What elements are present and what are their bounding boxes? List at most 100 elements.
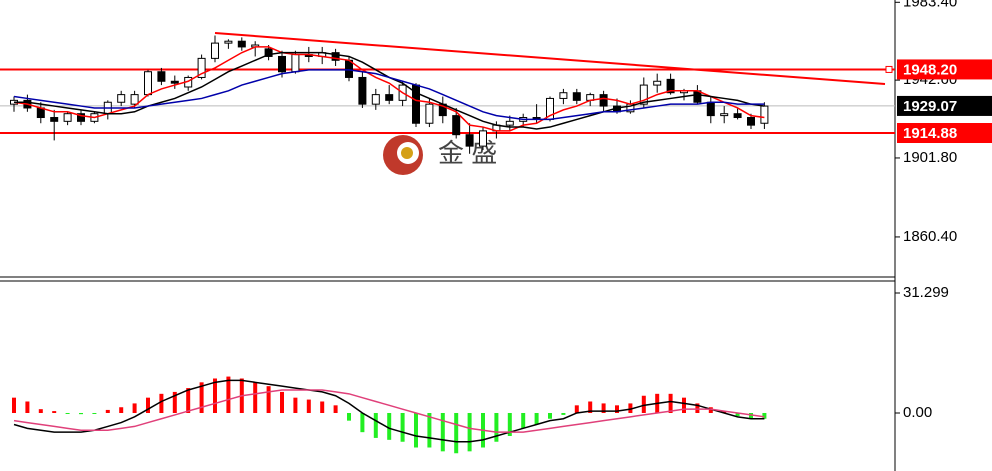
histogram-bar: [695, 403, 700, 413]
price-label-box: [897, 95, 992, 116]
histogram-bar: [52, 411, 57, 413]
y-tick-label: 0.00: [903, 404, 932, 421]
histogram-bar: [360, 412, 365, 433]
histogram-bar: [159, 393, 164, 413]
moving-average: [13, 69, 765, 121]
histogram-bar: [588, 401, 593, 413]
candle-body: [358, 76, 367, 105]
candle-body: [211, 42, 219, 59]
histogram-bar: [373, 412, 378, 438]
histogram-bar: [105, 409, 110, 413]
candle-body: [465, 134, 474, 147]
candle-body: [50, 117, 59, 122]
candle-body: [264, 48, 273, 57]
candle-body: [237, 40, 246, 48]
histogram-bar: [186, 388, 191, 413]
y-tick-label: 1860.40: [903, 228, 957, 245]
price-label-box: [897, 123, 992, 144]
trend-line: [214, 32, 886, 85]
histogram-bar: [668, 393, 673, 413]
candle-body: [291, 54, 300, 73]
histogram-bar: [641, 395, 646, 413]
candle-body: [224, 40, 233, 44]
candle-body: [452, 115, 461, 136]
histogram-bar: [628, 403, 633, 413]
histogram-bar: [414, 412, 418, 448]
candle-body: [117, 94, 126, 103]
candle-body: [559, 92, 568, 99]
candle-body: [144, 71, 152, 96]
histogram-bar: [213, 378, 217, 413]
candle-body: [720, 113, 729, 117]
histogram-bar: [494, 412, 499, 442]
histogram-bar: [749, 412, 753, 419]
histogram-bar: [534, 412, 539, 425]
price-label: 1914.88: [903, 125, 957, 142]
histogram-bar: [427, 412, 432, 448]
histogram-bar: [440, 412, 445, 452]
candle-body: [747, 117, 755, 126]
candle-body: [425, 103, 434, 124]
candle-body: [479, 130, 487, 147]
histogram-bar: [507, 412, 512, 436]
histogram-bar: [306, 399, 311, 413]
candle-body: [77, 113, 85, 122]
histogram-bar: [226, 376, 231, 413]
marker: [885, 65, 893, 73]
candle-body: [278, 55, 286, 73]
y-tick-label: 1901.80: [903, 149, 957, 166]
candle-body: [170, 80, 179, 84]
candle-body: [371, 94, 380, 105]
histogram-bar: [253, 382, 258, 413]
histogram-bar: [762, 412, 767, 419]
candle-body: [760, 105, 769, 124]
histogram-bar: [146, 397, 150, 413]
histogram-bar: [454, 412, 459, 454]
histogram-bar: [682, 397, 686, 413]
candle-body: [63, 113, 72, 122]
histogram-bar: [722, 411, 727, 413]
candle-body: [572, 92, 581, 101]
histogram-bar: [561, 412, 566, 415]
candle-body: [197, 57, 206, 78]
histogram-bar: [172, 391, 177, 413]
candle-body: [331, 52, 340, 61]
y-tick-label: 1983.40: [903, 0, 957, 10]
price-label-box: [897, 59, 992, 80]
histogram-bar: [400, 412, 405, 442]
watermark-logo: [383, 135, 423, 175]
candle-body: [385, 94, 394, 101]
moving-average: [13, 46, 765, 132]
histogram-bar: [119, 407, 124, 413]
histogram-bar: [280, 391, 284, 413]
candle-body: [130, 94, 139, 105]
histogram-bar: [347, 412, 351, 421]
price-label: 1929.07: [903, 98, 957, 115]
histogram-bar: [199, 382, 204, 413]
candle-body: [157, 71, 166, 82]
candle-body: [733, 113, 742, 119]
histogram-bar: [467, 412, 472, 452]
histogram-bar: [387, 412, 392, 440]
histogram-bar: [79, 412, 83, 415]
histogram-bar: [92, 412, 97, 414]
price-label: 1948.20: [903, 61, 957, 78]
histogram-bar: [574, 405, 579, 413]
histogram-bar: [65, 412, 70, 414]
candle-body: [505, 120, 514, 126]
candle-body: [599, 94, 608, 107]
histogram-bar: [25, 401, 30, 413]
histogram-bar: [735, 412, 740, 417]
histogram-bar: [708, 407, 713, 413]
histogram-bar: [521, 412, 526, 429]
histogram-bar: [38, 409, 43, 413]
histogram-bar: [333, 405, 338, 413]
macd-line: [13, 379, 765, 443]
histogram-bar: [293, 397, 298, 413]
histogram-bar: [601, 403, 606, 413]
histogram-bar: [548, 412, 552, 419]
macd-line: [13, 389, 765, 433]
histogram-bar: [320, 401, 325, 413]
histogram-bar: [12, 397, 16, 413]
